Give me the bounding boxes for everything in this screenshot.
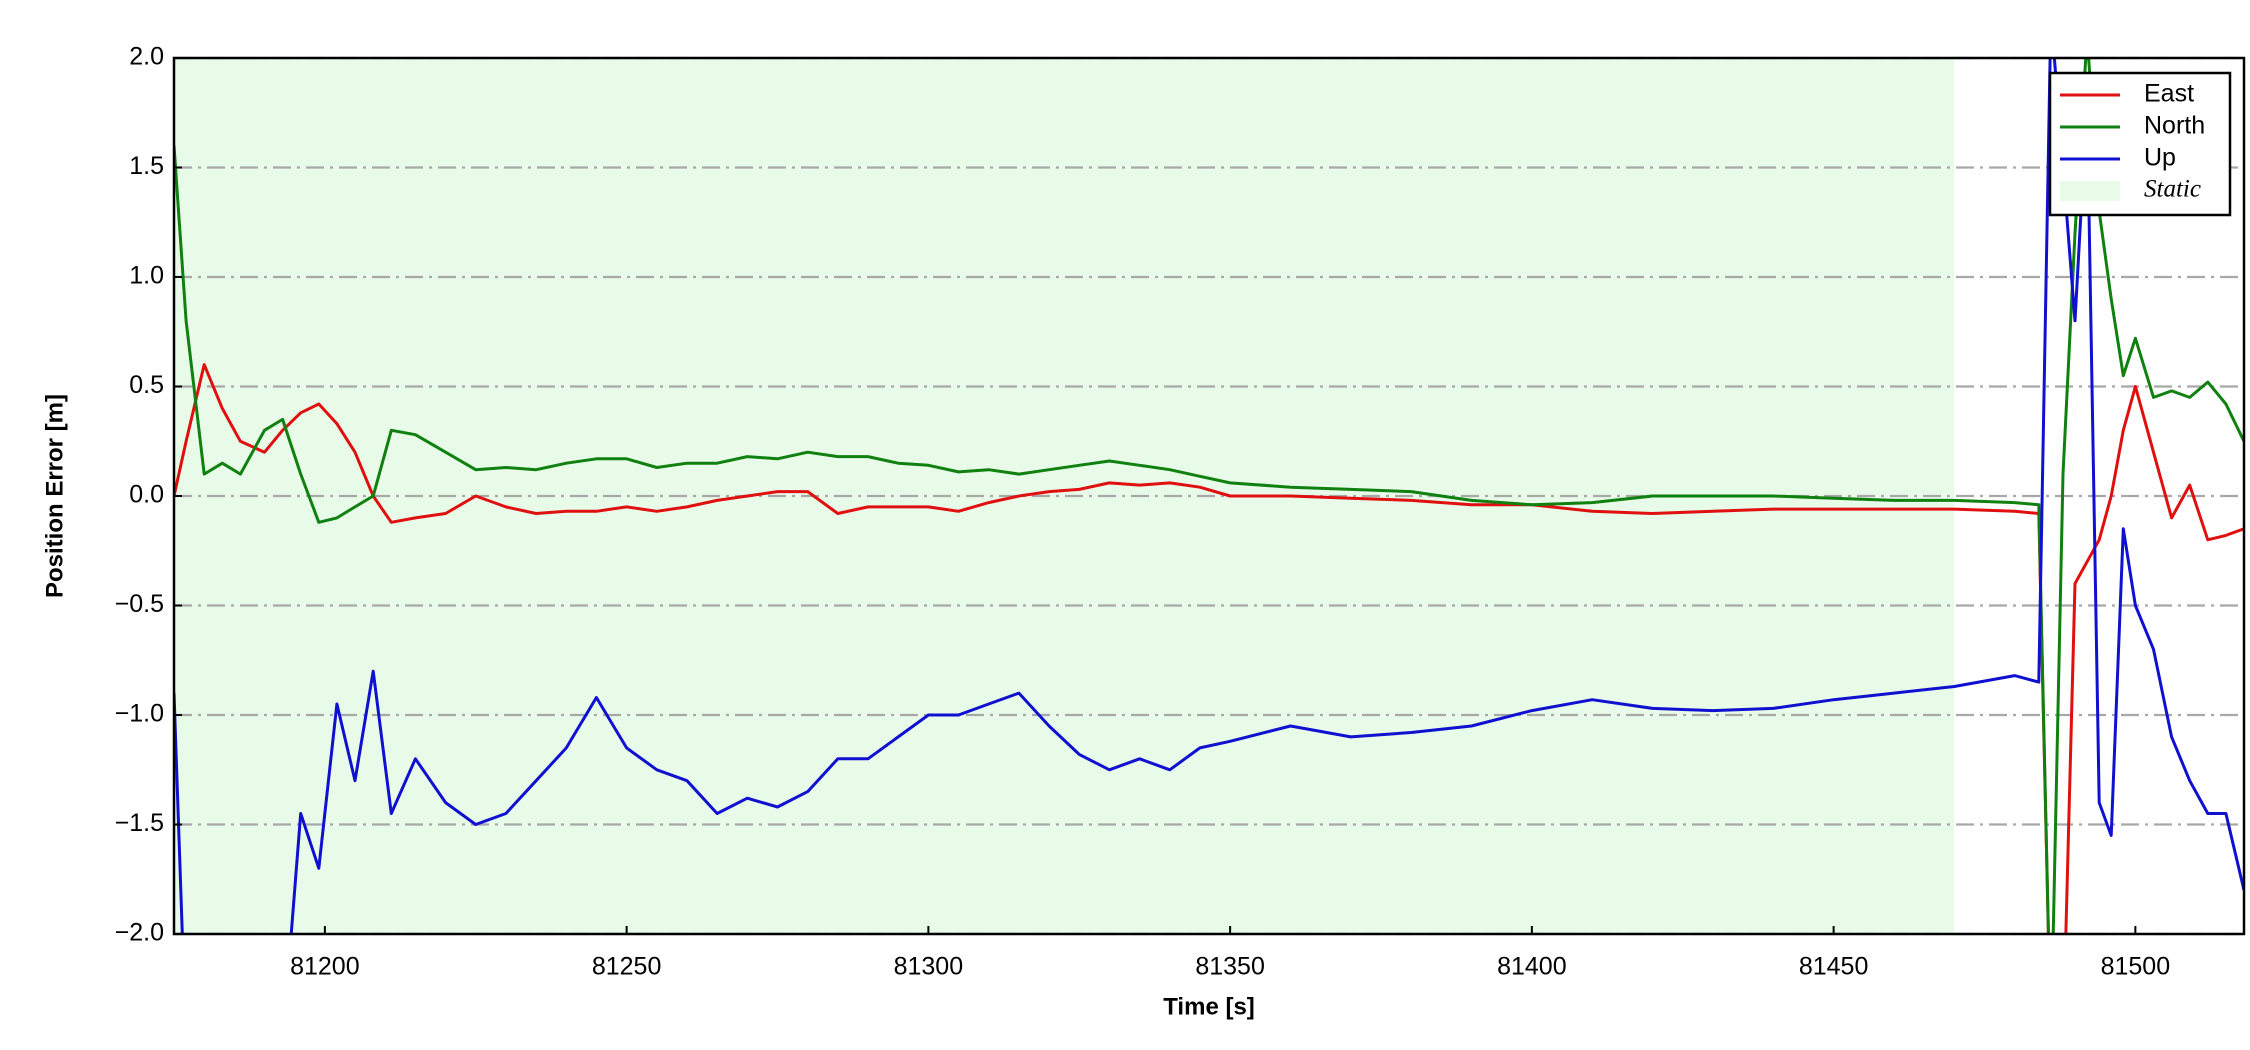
series-line <box>174 363 2244 934</box>
legend-label: Up <box>2144 144 2176 172</box>
ticks: −2.0 −1.5 −1.0 −0.5 0.0 0.5 1.0 1.5 2.0 81200 8125… <box>115 43 2170 981</box>
legend: East North Up Static <box>2048 71 2232 217</box>
x-tick-label: 81450 <box>1799 953 1869 981</box>
lines <box>174 58 2244 934</box>
y-tick-label: 0.0 <box>129 481 164 509</box>
legend-label: East <box>2144 80 2194 108</box>
y-tick-label: −0.5 <box>115 590 164 618</box>
x-tick-label: 81300 <box>894 953 964 981</box>
x-tick-label: 81350 <box>1195 953 1265 981</box>
legend-label: North <box>2144 112 2205 140</box>
x-tick-label: 81250 <box>592 953 662 981</box>
x-tick-label: 81500 <box>2101 953 2171 981</box>
series-line <box>174 58 2244 934</box>
y-tick-label: 2.0 <box>129 43 164 71</box>
y-tick-label: −1.5 <box>115 809 164 837</box>
y-tick-label: 0.5 <box>129 371 164 399</box>
legend-label: Static <box>2144 176 2201 203</box>
x-tick-label: 81200 <box>290 953 360 981</box>
legend-swatch <box>2060 181 2120 201</box>
x-tick-label: 81400 <box>1497 953 1567 981</box>
x-axis-label: Time [s] <box>1163 993 1255 1020</box>
series-line <box>174 58 2244 934</box>
y-tick-label: −2.0 <box>115 919 164 947</box>
y-tick-label: −1.0 <box>115 700 164 728</box>
y-tick-label: 1.5 <box>129 152 164 180</box>
y-tick-label: 1.0 <box>129 262 164 290</box>
y-axis-label: Position Error [m] <box>41 394 68 598</box>
